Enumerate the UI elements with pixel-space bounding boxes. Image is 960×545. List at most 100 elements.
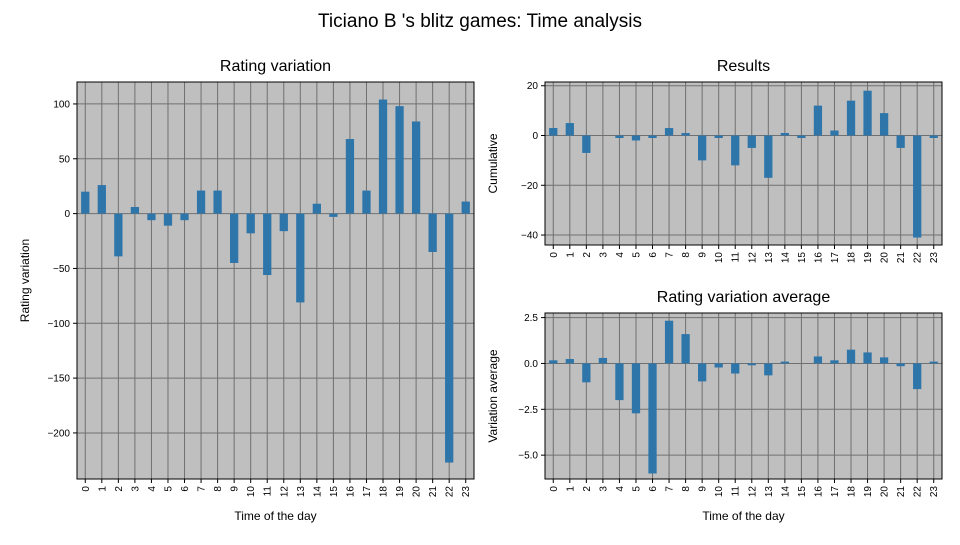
rating-variation-xlabel: Time of the day: [234, 509, 316, 523]
results-bar: [847, 101, 855, 136]
results-bar: [549, 128, 557, 135]
rating-variation-average-xtick-label: 13: [764, 486, 775, 498]
results-xtick-label: 11: [731, 252, 742, 263]
rating-variation-bar: [462, 202, 470, 214]
rating-variation-average-ylabel: Variation average: [486, 349, 500, 442]
results-bar: [615, 136, 623, 138]
results-xtick-label: 20: [880, 252, 891, 264]
rating-variation-xtick-label: 19: [395, 486, 406, 498]
rating-variation-bar: [164, 214, 172, 226]
results-ylabel: Cumulative: [486, 133, 500, 193]
rating-variation-average-xtick-label: 23: [929, 486, 940, 498]
results-xtick-label: 16: [813, 252, 824, 264]
rating-variation-xtick-label: 15: [329, 486, 340, 498]
results-bar: [764, 136, 772, 178]
rating-variation-xtick-label: 7: [197, 486, 208, 492]
rating-variation-average-bar: [632, 363, 640, 413]
results-bar: [715, 136, 723, 138]
rating-variation-average-xtick-label: 17: [830, 486, 841, 498]
results-bar: [830, 131, 838, 136]
rating-variation-xtick-label: 20: [412, 486, 423, 498]
results-bar: [913, 136, 921, 238]
results-bar: [814, 106, 822, 136]
rating-variation-average-bar: [681, 334, 689, 363]
rating-variation-average-ytick-label: −5.0: [518, 451, 538, 462]
rating-variation-average-xtick-label: 3: [598, 486, 609, 492]
rating-variation-xtick-label: 1: [97, 486, 108, 492]
results-bar: [731, 136, 739, 166]
rating-variation-average-xtick-label: 15: [797, 486, 808, 498]
rating-variation-average-xtick-label: 22: [913, 486, 924, 498]
rating-variation-average-bar: [549, 360, 557, 363]
results-bar: [781, 133, 789, 135]
rating-variation-bar: [213, 191, 221, 214]
rating-variation-xtick-label: 0: [81, 486, 92, 492]
rating-variation-xtick-label: 22: [445, 486, 456, 498]
rating-variation-average-bar: [863, 352, 871, 363]
figure-title: Ticiano B 's blitz games: Time analysis: [318, 11, 642, 32]
rating-variation-bar: [280, 214, 288, 232]
rating-variation-bar: [81, 192, 89, 214]
rating-variation-average-ytick-label: −2.5: [518, 405, 538, 416]
rating-variation-average-bar: [830, 360, 838, 363]
rating-variation-xtick-label: 10: [246, 486, 257, 498]
rating-variation-average-bar: [599, 358, 607, 364]
rating-variation-average-bar: [781, 362, 789, 364]
results-plot-area: [545, 82, 942, 245]
results-bar: [665, 128, 673, 135]
rating-variation-xtick-label: 3: [130, 486, 141, 492]
rating-variation-average-bar: [566, 359, 574, 363]
results-bar: [681, 133, 689, 135]
results-xtick-label: 19: [863, 252, 874, 264]
rating-variation-title: Rating variation: [220, 58, 331, 75]
rating-variation-average-bar: [880, 357, 888, 363]
results-bar: [897, 136, 905, 148]
rating-variation-average-bar: [648, 363, 656, 473]
rating-variation-ytick-label: 50: [59, 154, 71, 165]
results-ytick-label: −40: [521, 231, 538, 242]
rating-variation-average-xtick-label: 20: [880, 486, 891, 498]
results-bar: [880, 113, 888, 135]
rating-variation-average-xtick-label: 18: [847, 486, 858, 498]
rating-variation-bar: [412, 121, 420, 213]
rating-variation-bar: [197, 191, 205, 214]
rating-variation-average-xtick-label: 16: [813, 486, 824, 498]
rating-variation-xtick-label: 18: [379, 486, 390, 498]
results-xtick-label: 17: [830, 252, 841, 264]
rating-variation-xtick-label: 21: [428, 486, 439, 498]
rating-variation-average-xtick-label: 11: [731, 486, 742, 497]
rating-variation-xtick-label: 5: [163, 486, 174, 492]
rating-variation-bar: [362, 191, 370, 214]
rating-variation-xtick-label: 23: [461, 486, 472, 498]
rating-variation-average-bar: [847, 350, 855, 364]
results-ytick-label: 0: [532, 131, 538, 142]
rating-variation-bar: [114, 214, 122, 257]
rating-variation-average-bar: [582, 363, 590, 382]
rating-variation-average-xtick-label: 10: [714, 486, 725, 498]
rating-variation-average-xtick-label: 21: [896, 486, 907, 498]
rating-variation-xtick-label: 9: [230, 486, 241, 492]
rating-variation-ytick-label: −150: [47, 374, 70, 385]
rating-variation-ytick-label: −100: [47, 319, 70, 330]
rating-variation-bar: [263, 214, 271, 275]
rating-variation-average-bar: [748, 363, 756, 365]
rating-variation-average-bar: [665, 321, 673, 364]
rating-variation-average-bar: [897, 363, 905, 366]
rating-variation-average-xtick-label: 9: [698, 486, 709, 492]
rating-variation-xtick-label: 11: [263, 486, 274, 497]
rating-variation-average-ytick-label: 2.5: [524, 313, 538, 324]
results-bar: [632, 136, 640, 141]
rating-variation-xtick-label: 17: [362, 486, 373, 498]
rating-variation-bar: [429, 214, 437, 252]
rating-variation-average-xtick-label: 1: [565, 486, 576, 492]
results-xtick-label: 8: [681, 252, 692, 258]
rating-variation-xtick-label: 16: [345, 486, 356, 498]
rating-variation-average-xtick-label: 12: [747, 486, 758, 498]
results-bar: [698, 136, 706, 161]
results-xtick-label: 2: [582, 252, 593, 258]
rating-variation-average-bar: [930, 362, 938, 364]
results-xtick-label: 12: [747, 252, 758, 264]
rating-variation-bar: [313, 204, 321, 214]
